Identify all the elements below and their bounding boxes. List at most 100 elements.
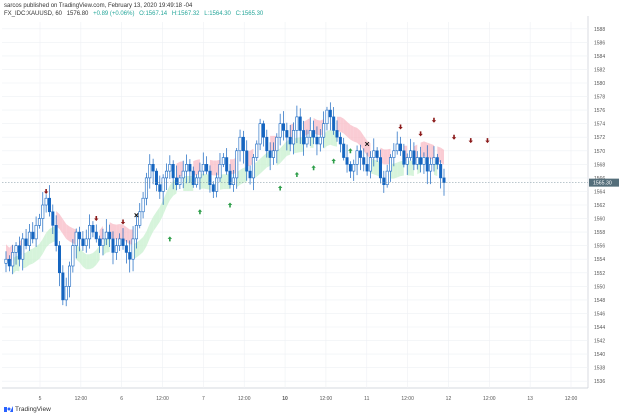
price-axis[interactable]: 1536 1538 1540 1542 1544 1546 1548 1550 1552 1554… <box>589 27 619 385</box>
candle-body <box>268 150 272 158</box>
ribbon-segment <box>143 231 147 252</box>
candle-body <box>71 245 75 267</box>
trend-ribbon <box>6 116 444 275</box>
buy-arrow-marker <box>294 172 300 177</box>
ribbon-segment <box>316 119 321 136</box>
candle-body <box>175 177 179 185</box>
candle-body <box>68 265 72 287</box>
candle-body <box>78 231 82 240</box>
candle <box>61 265 65 306</box>
candle-body <box>185 164 189 172</box>
candle <box>31 222 35 244</box>
candle <box>312 120 316 145</box>
ribbon-segment <box>36 243 40 262</box>
candle-body <box>205 164 209 172</box>
buy-arrow-marker <box>348 148 353 154</box>
candle <box>419 146 423 173</box>
candle <box>295 105 299 144</box>
ribbon-segment <box>46 229 50 248</box>
candle-body <box>188 164 192 172</box>
ribbon-segment <box>423 141 428 158</box>
candle-body <box>225 157 229 172</box>
symbol-line: FX_IDC:XAUUSD, 60 1576.80 +0.89 (+0.06%)… <box>4 11 266 17</box>
ohlc-close: C:1565.30 <box>235 11 264 17</box>
candle <box>248 165 252 185</box>
ribbon-segment <box>357 127 361 146</box>
time-tick-label: 12:00 <box>565 396 578 402</box>
candle-body <box>251 157 255 179</box>
candle <box>412 142 416 171</box>
candle <box>375 147 379 163</box>
candle-body <box>81 238 85 246</box>
candle-body <box>64 286 68 301</box>
ribbon-segment <box>56 211 60 230</box>
candle <box>154 168 158 192</box>
time-axis[interactable]: 5 12:00 6 12:00 7 12:00 10 12:00 11 12:00 12 12:00 1… <box>39 396 578 402</box>
symbol-label: FX_IDC:XAUUSD, 60 <box>4 11 63 17</box>
candle <box>292 122 296 155</box>
ribbon-segment <box>427 142 431 159</box>
candle <box>11 244 15 275</box>
exit-cross-marker <box>134 213 139 218</box>
candle-body <box>345 157 349 165</box>
candle-body <box>154 170 158 185</box>
ribbon-segment <box>146 223 150 247</box>
ohlc-low: L:1564.30 <box>204 11 231 17</box>
candle-body <box>98 238 102 246</box>
time-tick-label: 5 <box>39 396 42 402</box>
candle <box>415 151 419 170</box>
candle <box>81 231 85 251</box>
price-tick-label: 1580 <box>594 81 605 87</box>
ribbon-segment <box>340 116 344 134</box>
candle <box>288 124 292 152</box>
candle <box>402 143 406 168</box>
candle <box>164 163 168 191</box>
candle <box>251 154 255 191</box>
candle-body <box>419 157 423 165</box>
candle-body <box>258 123 262 145</box>
ribbon-segment <box>6 244 10 263</box>
candle <box>268 142 272 171</box>
ribbon-segment <box>430 143 434 161</box>
candle-body <box>439 164 443 179</box>
candle-body <box>34 225 38 240</box>
candle <box>205 156 209 175</box>
price-tick-label: 1574 <box>594 122 605 128</box>
candle-body <box>164 170 168 179</box>
candle <box>208 165 212 193</box>
ribbon-segment <box>230 159 234 175</box>
ribbon-segment <box>263 152 267 171</box>
ribbon-segment <box>223 174 227 190</box>
candle-body <box>151 164 155 172</box>
ribbon-segment <box>347 121 351 140</box>
candle <box>422 152 426 174</box>
candle-body <box>241 136 245 152</box>
candle <box>185 154 189 184</box>
sell-arrow-marker <box>485 138 490 144</box>
buy-arrow-marker <box>167 236 173 242</box>
price-tick-label: 1576 <box>594 108 605 114</box>
ribbon-segment <box>166 185 170 207</box>
candle <box>285 122 289 151</box>
candle-body <box>382 177 386 185</box>
buy-arrow-marker <box>277 185 283 191</box>
candle <box>278 113 282 146</box>
candle <box>178 174 182 190</box>
ribbon-segment <box>123 224 127 242</box>
price-label: 1576.80 <box>66 11 89 17</box>
candle-body <box>41 204 45 219</box>
candle <box>151 158 155 185</box>
candle <box>201 152 205 176</box>
candle <box>368 151 372 179</box>
time-tick-label: 12:00 <box>156 396 169 402</box>
ribbon-segment <box>136 240 140 258</box>
tradingview-logo-icon <box>4 406 13 412</box>
ribbon-segment <box>176 161 180 179</box>
candle-body <box>198 170 202 179</box>
ribbon-segment <box>76 244 80 263</box>
candle-body <box>338 136 342 145</box>
candle <box>342 137 346 161</box>
sell-arrow-marker <box>43 188 49 194</box>
candle <box>338 132 342 153</box>
